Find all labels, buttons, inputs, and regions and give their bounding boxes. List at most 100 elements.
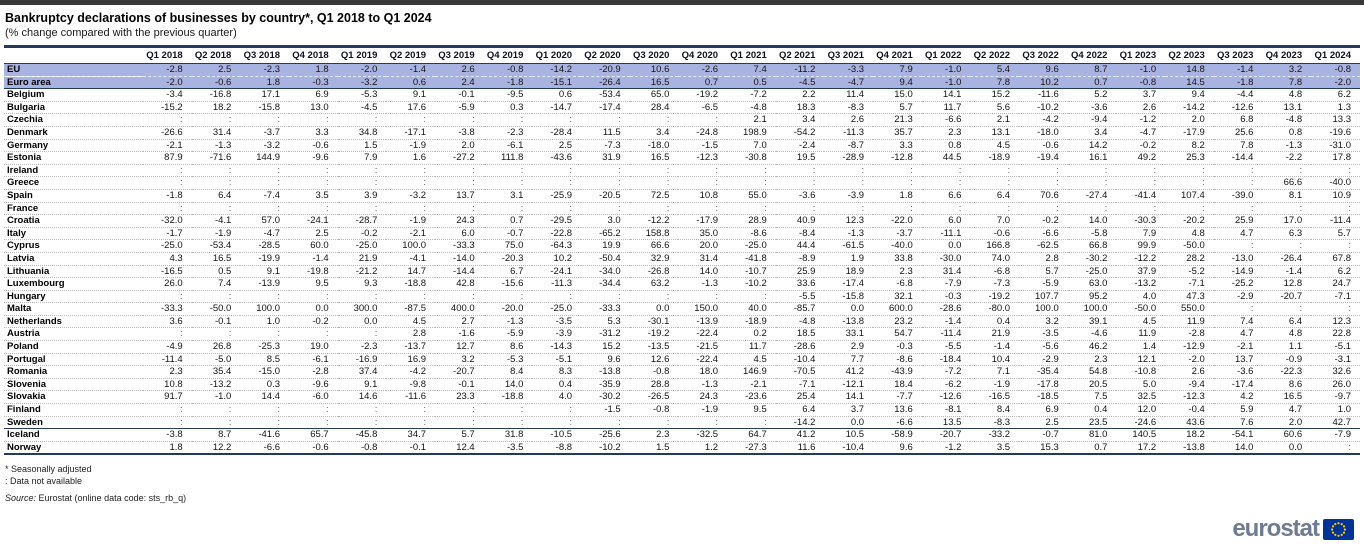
table-cell: 2.5 bbox=[1045, 416, 1059, 428]
table-cell: 17.1 bbox=[261, 89, 281, 101]
table-cell: 2.1 bbox=[996, 114, 1011, 126]
table-cell: -8.4 bbox=[799, 227, 816, 239]
table-cell: 17.8 bbox=[1332, 152, 1352, 164]
table-cell: -24.8 bbox=[696, 126, 719, 138]
table-cell: 95.2 bbox=[1088, 290, 1108, 302]
table-cell: 550.0 bbox=[1181, 303, 1205, 315]
table-cell: 18.3 bbox=[796, 101, 816, 113]
table-cell: -25.0 bbox=[745, 240, 767, 252]
table-cell: 8.4 bbox=[510, 366, 524, 378]
table-cell: 8.2 bbox=[1191, 139, 1205, 151]
table-cell: -3.7 bbox=[896, 227, 913, 239]
table-cell: : bbox=[374, 404, 378, 416]
table-cell: -22.4 bbox=[696, 328, 719, 340]
table-cell: -33.2 bbox=[988, 429, 1011, 441]
table-cell: 41.2 bbox=[796, 429, 816, 441]
table-cell: -20.7 bbox=[1280, 290, 1303, 302]
table-cell: -1.9 bbox=[993, 378, 1011, 390]
table-cell: 3.5 bbox=[996, 441, 1011, 453]
table-cell: -32.0 bbox=[161, 215, 183, 227]
page-title: Bankruptcy declarations of businesses by… bbox=[5, 11, 432, 25]
table-cell: 8.6 bbox=[1288, 378, 1303, 390]
table-cell: -33.3 bbox=[453, 240, 475, 252]
row-label: Cyprus bbox=[7, 240, 40, 252]
table-cell: : bbox=[472, 164, 475, 176]
table-cell: 600.0 bbox=[888, 303, 913, 315]
table-cell: 55.0 bbox=[748, 189, 767, 201]
table-cell: : bbox=[569, 416, 573, 428]
table-cell: 0.0 bbox=[1288, 441, 1303, 453]
table-cell: -5.5 bbox=[799, 290, 816, 302]
table-cell: -35.4 bbox=[1037, 366, 1059, 378]
table-cell: 2.5 bbox=[315, 227, 329, 239]
table-cell: -20.2 bbox=[1183, 215, 1205, 227]
table-cell: 7.4 bbox=[753, 64, 767, 75]
table-cell: : bbox=[472, 290, 475, 302]
table-cell: 49.2 bbox=[1137, 152, 1157, 164]
source-label: Source: bbox=[5, 493, 37, 504]
table-cell: : bbox=[861, 177, 865, 189]
table-cell: -1.2 bbox=[1139, 114, 1157, 126]
table-cell: 2.8 bbox=[1045, 252, 1059, 264]
table-cell: 13.5 bbox=[942, 416, 962, 428]
table-cell: 2.3 bbox=[656, 429, 670, 441]
table-cell: 20.0 bbox=[699, 240, 719, 252]
table-cell: -16.9 bbox=[355, 353, 378, 365]
table-cell: -11.1 bbox=[940, 227, 962, 239]
table-cell: 12.3 bbox=[845, 215, 865, 227]
table-cell: -20.7 bbox=[453, 366, 475, 378]
table-cell: 9.5 bbox=[315, 278, 329, 290]
table-cell: : bbox=[1250, 202, 1254, 214]
table-cell: -18.9 bbox=[745, 315, 767, 327]
table-cell: -40.0 bbox=[1329, 177, 1351, 189]
table-cell: -4.7 bbox=[263, 227, 281, 239]
table-cell: : bbox=[180, 114, 183, 126]
table-cell: 35.4 bbox=[212, 366, 232, 378]
table-cell: : bbox=[666, 164, 670, 176]
table-cell: -20.0 bbox=[501, 303, 524, 315]
table-cell: 6.2 bbox=[1337, 89, 1351, 101]
table-cell: -15.1 bbox=[550, 76, 573, 88]
table-cell: 0.0 bbox=[364, 315, 378, 327]
table-cell: -18.9 bbox=[988, 152, 1011, 164]
table-cell: 2.8 bbox=[412, 328, 427, 340]
table-cell: 107.7 bbox=[1034, 290, 1059, 302]
table-row: Bulgaria -15.2 18.2 -15.8 13.0 -4.5 17.6 -5.9 0.… bbox=[4, 101, 1360, 114]
table-body: EU -2.8 2.5 -2.3 1.8 -2.0 -1.4 2.6 -0.8 -14.2 -20.… bbox=[4, 63, 1360, 455]
column-header: Q1 2019 bbox=[337, 46, 387, 64]
table-cell: 5.0 bbox=[1142, 378, 1157, 390]
table-cell: -3.2 bbox=[263, 139, 281, 151]
table-cell: -18.8 bbox=[404, 278, 427, 290]
table-cell: -7.2 bbox=[750, 89, 767, 101]
source-line: Source: Eurostat (online data code: sts_… bbox=[5, 492, 1364, 504]
table-cell: -1.9 bbox=[409, 139, 427, 151]
table-cell: : bbox=[1348, 441, 1351, 453]
table-cell: -39.0 bbox=[1231, 189, 1254, 201]
table-cell: 15.3 bbox=[1040, 441, 1059, 453]
table-cell: 146.9 bbox=[742, 366, 767, 378]
table-cell: : bbox=[374, 290, 378, 302]
table-cell: -9.6 bbox=[312, 378, 329, 390]
table-cell: 3.2 bbox=[461, 353, 475, 365]
table-cell: : bbox=[715, 164, 719, 176]
table-cell: : bbox=[180, 416, 183, 428]
table-cell: 21.9 bbox=[991, 328, 1011, 340]
table-cell: -0.7 bbox=[1042, 429, 1059, 441]
table-cell: -2.0 bbox=[1188, 353, 1205, 365]
table-cell: -17.4 bbox=[842, 278, 865, 290]
table-cell: 6.9 bbox=[315, 89, 329, 101]
table-cell: -1.4 bbox=[993, 341, 1011, 353]
table-cell: 5.3 bbox=[607, 315, 621, 327]
table-cell: : bbox=[715, 177, 719, 189]
table-cell: 0.0 bbox=[850, 416, 865, 428]
table-cell: : bbox=[520, 177, 524, 189]
table-cell: 57.0 bbox=[261, 215, 281, 227]
table-cell: -5.0 bbox=[214, 353, 232, 365]
table-cell: -1.3 bbox=[1285, 139, 1303, 151]
table-cell: 3.2 bbox=[1288, 64, 1303, 75]
table-cell: -4.1 bbox=[214, 215, 232, 227]
table-cell: -41.4 bbox=[1134, 189, 1157, 201]
table-cell: 75.0 bbox=[504, 240, 524, 252]
table-cell: -3.5 bbox=[555, 315, 573, 327]
table-cell: -0.8 bbox=[653, 366, 670, 378]
